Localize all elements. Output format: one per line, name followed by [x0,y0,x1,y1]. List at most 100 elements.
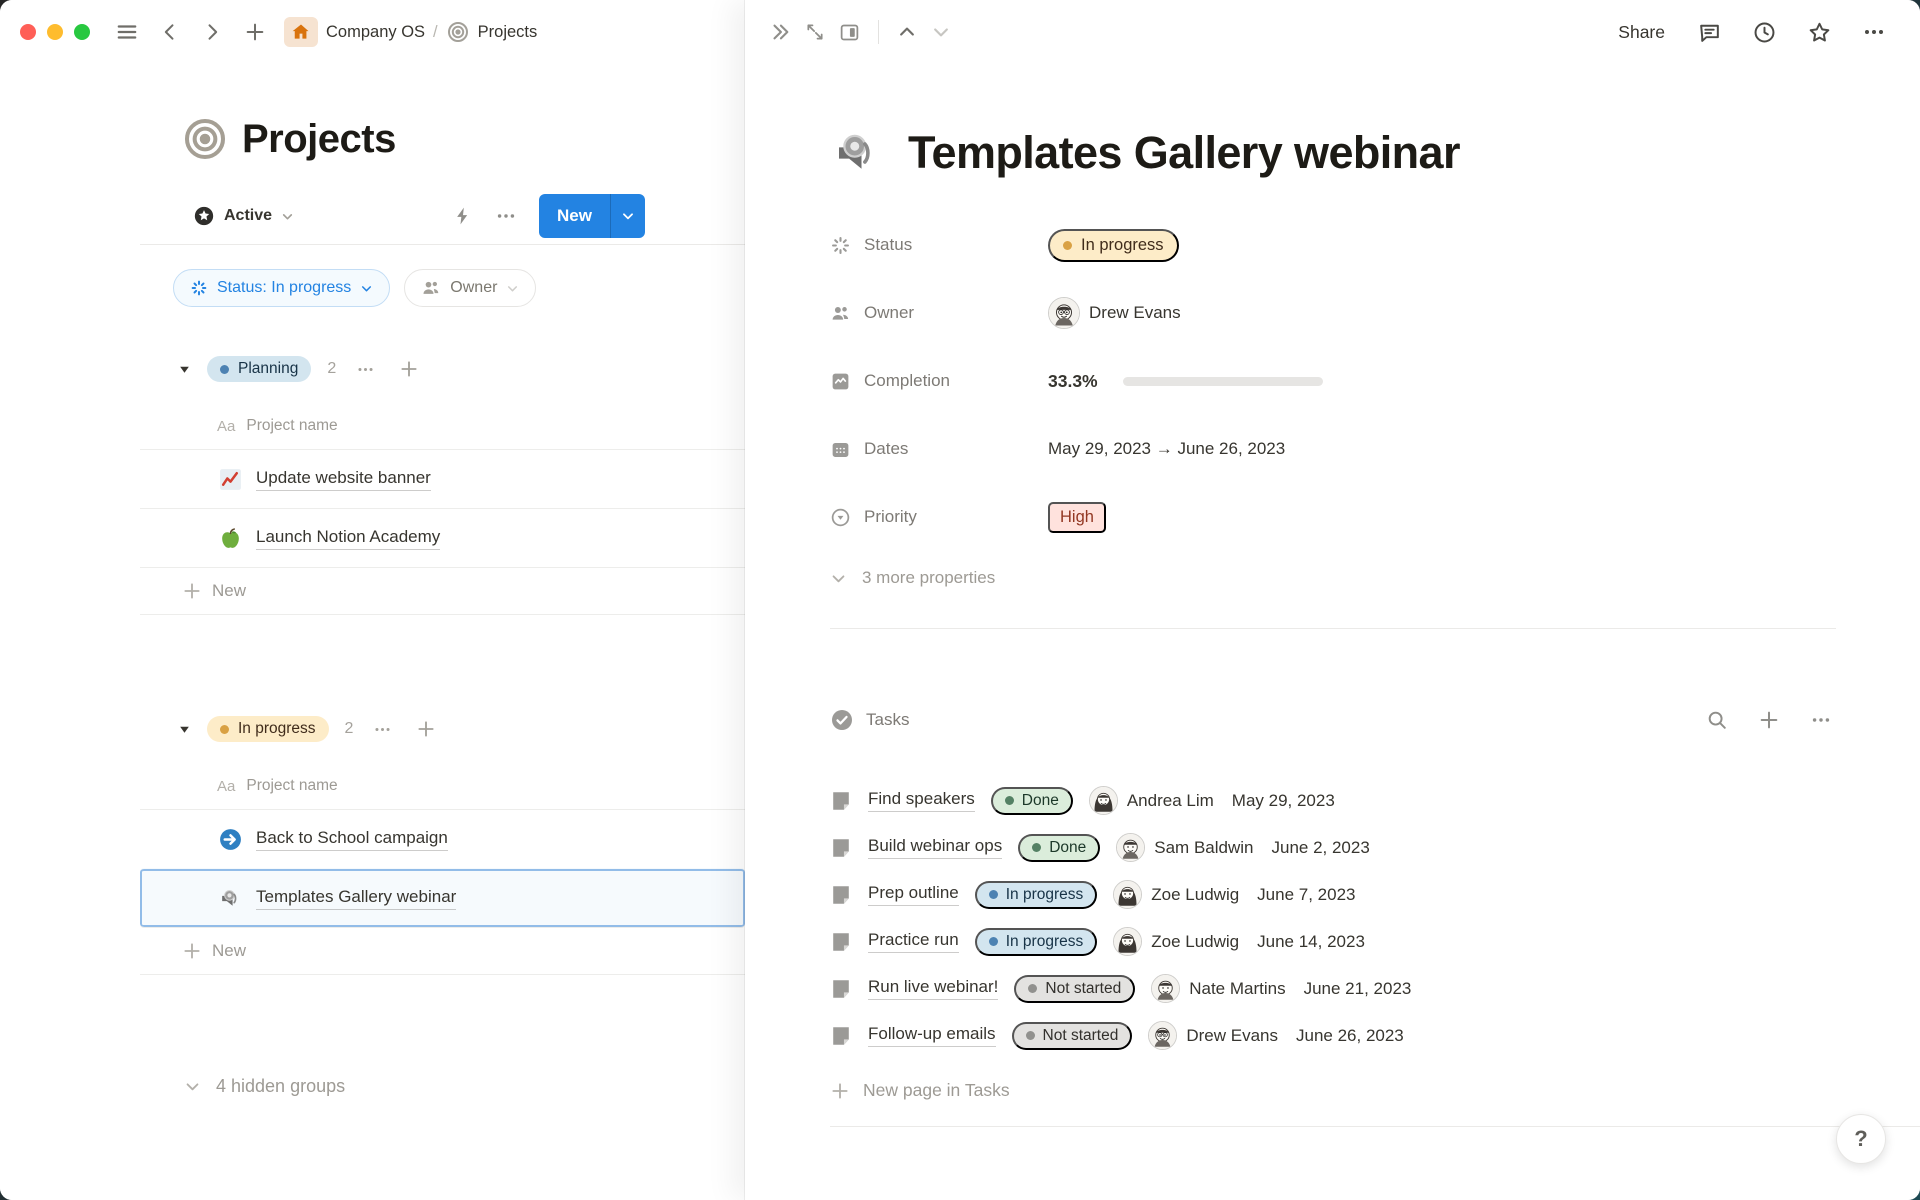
home-icon[interactable] [284,17,318,47]
task-assignee[interactable]: Drew Evans [1148,1021,1278,1050]
side-peek-mode-icon[interactable] [835,18,864,47]
filter-chip-status[interactable]: Status: In progress [173,269,391,307]
task-assignee[interactable]: Zoe Ludwig [1113,927,1239,956]
group-new-row-button[interactable]: New [140,928,745,974]
task-title-link[interactable]: Run live webinar! [868,977,999,1000]
task-assignee[interactable]: Zoe Ludwig [1113,880,1239,909]
column-header-project-name[interactable]: Aa Project name [217,411,338,441]
task-due-date[interactable]: June 21, 2023 [1303,978,1412,998]
project-title-link[interactable]: Back to School campaign [256,828,448,851]
task-assignee[interactable]: Sam Baldwin [1116,833,1253,862]
property-label-completion[interactable]: Completion [830,371,1048,392]
hidden-groups-toggle[interactable]: 4 hidden groups [178,1075,351,1098]
task-row[interactable]: Find speakers Done Andrea Lim May 29, 20… [830,777,1920,824]
project-row[interactable]: Back to School campaign [140,809,745,868]
project-row[interactable]: Update website banner [140,449,745,508]
close-window-button[interactable] [20,24,36,40]
task-status-badge[interactable]: Done [990,786,1073,815]
group-add-plus-icon[interactable] [395,355,423,383]
task-title-link[interactable]: Follow-up emails [868,1024,996,1047]
priority-badge[interactable]: High [1048,501,1106,533]
speaker-icon [830,126,884,180]
task-due-date[interactable]: June 14, 2023 [1257,931,1365,951]
nav-forward-icon[interactable] [198,18,226,46]
favorite-star-icon[interactable] [1803,16,1836,49]
group-badge[interactable]: Planning [207,356,312,382]
new-button[interactable]: New [539,194,610,238]
group-options-ellipsis-icon[interactable] [369,716,396,743]
view-tab-active[interactable]: Active [187,204,300,228]
group-dot [220,724,229,734]
status-badge[interactable]: In progress [1048,228,1179,262]
property-label-owner[interactable]: Owner [830,303,1048,324]
task-status-badge[interactable]: Not started [1011,1021,1133,1050]
close-peek-icon[interactable] [765,17,795,47]
task-status-badge[interactable]: Not started [1014,974,1136,1003]
project-title-link[interactable]: Templates Gallery webinar [256,887,457,910]
sidebar-toggle-icon[interactable] [112,17,142,47]
task-title-link[interactable]: Find speakers [868,789,975,812]
project-title-link[interactable]: Update website banner [256,468,431,491]
task-title-link[interactable]: Practice run [868,930,959,953]
task-row[interactable]: Follow-up emails Not started Drew Evans … [830,1012,1920,1059]
task-row[interactable]: Prep outline In progress Zoe Ludwig June… [830,871,1920,918]
add-task-plus-icon[interactable] [1754,705,1784,735]
new-button-dropdown-icon[interactable] [610,194,645,238]
group-new-row-button[interactable]: New [140,568,745,614]
task-assignee[interactable]: Nate Martins [1151,974,1286,1003]
page-options-ellipsis-icon[interactable] [1858,16,1890,48]
database-title[interactable]: Projects [242,116,396,161]
collapse-triangle-icon[interactable] [178,723,191,736]
owner-person[interactable]: Drew Evans [1048,297,1181,329]
task-due-date[interactable]: June 26, 2023 [1296,1025,1404,1045]
task-due-date[interactable]: May 29, 2023 [1231,790,1335,810]
task-title-link[interactable]: Prep outline [868,883,959,906]
tasks-section-title[interactable]: Tasks [830,708,909,732]
page-title-row: Templates Gallery webinar [830,126,1920,180]
expand-page-icon[interactable] [801,18,829,46]
task-status-badge[interactable]: Done [1018,833,1101,862]
new-page-in-tasks-button[interactable]: New page in Tasks [830,1067,1010,1114]
more-properties-toggle[interactable]: 3 more properties [830,568,995,588]
prev-page-chevron-icon[interactable] [893,18,921,46]
automations-bolt-icon[interactable] [449,202,477,230]
project-title-link[interactable]: Launch Notion Academy [256,527,441,550]
task-due-date[interactable]: June 2, 2023 [1271,837,1370,857]
new-tab-plus-icon[interactable] [240,17,270,47]
updates-clock-icon[interactable] [1748,16,1781,49]
next-page-chevron-icon[interactable] [927,18,955,46]
tasks-options-ellipsis-icon[interactable] [1806,705,1836,735]
task-assignee[interactable]: Andrea Lim [1088,786,1214,815]
task-due-date[interactable]: June 7, 2023 [1257,884,1356,904]
view-options-ellipsis-icon[interactable] [491,201,521,231]
group-options-ellipsis-icon[interactable] [352,356,379,383]
group-badge[interactable]: In progress [207,716,329,742]
collapse-triangle-icon[interactable] [178,363,191,376]
comments-icon[interactable] [1693,16,1726,49]
help-button[interactable]: ? [1836,1114,1886,1164]
search-icon[interactable] [1702,705,1732,735]
task-status-badge[interactable]: In progress [974,880,1098,909]
dates-value[interactable]: May 29, 2023 → June 26, 2023 [1048,439,1286,458]
nav-back-icon[interactable] [156,18,184,46]
task-row[interactable]: Run live webinar! Not started Nate Marti… [830,965,1920,1012]
group-add-plus-icon[interactable] [412,715,440,743]
property-label-dates[interactable]: Dates [830,439,1048,460]
task-title-link[interactable]: Build webinar ops [868,836,1003,859]
share-button[interactable]: Share [1612,18,1671,47]
task-row[interactable]: Build webinar ops Done Sam Baldwin June … [830,824,1920,871]
property-label-status[interactable]: Status [830,235,1048,256]
task-status-badge[interactable]: In progress [974,927,1098,956]
minimize-window-button[interactable] [47,24,63,40]
breadcrumb-workspace[interactable]: Company OS [326,22,426,41]
property-label-priority[interactable]: Priority [830,507,1048,528]
column-header-project-name[interactable]: Aa Project name [217,771,338,801]
breadcrumb-page[interactable]: Projects [477,22,538,41]
task-row[interactable]: Practice run In progress Zoe Ludwig June… [830,918,1920,965]
filter-chip-owner[interactable]: Owner [404,269,537,307]
green-apple-icon [218,526,243,551]
zoom-window-button[interactable] [74,24,90,40]
project-row[interactable]: Launch Notion Academy [140,508,745,568]
page-title[interactable]: Templates Gallery webinar [908,127,1461,178]
project-row[interactable]: Templates Gallery webinar [140,868,745,928]
